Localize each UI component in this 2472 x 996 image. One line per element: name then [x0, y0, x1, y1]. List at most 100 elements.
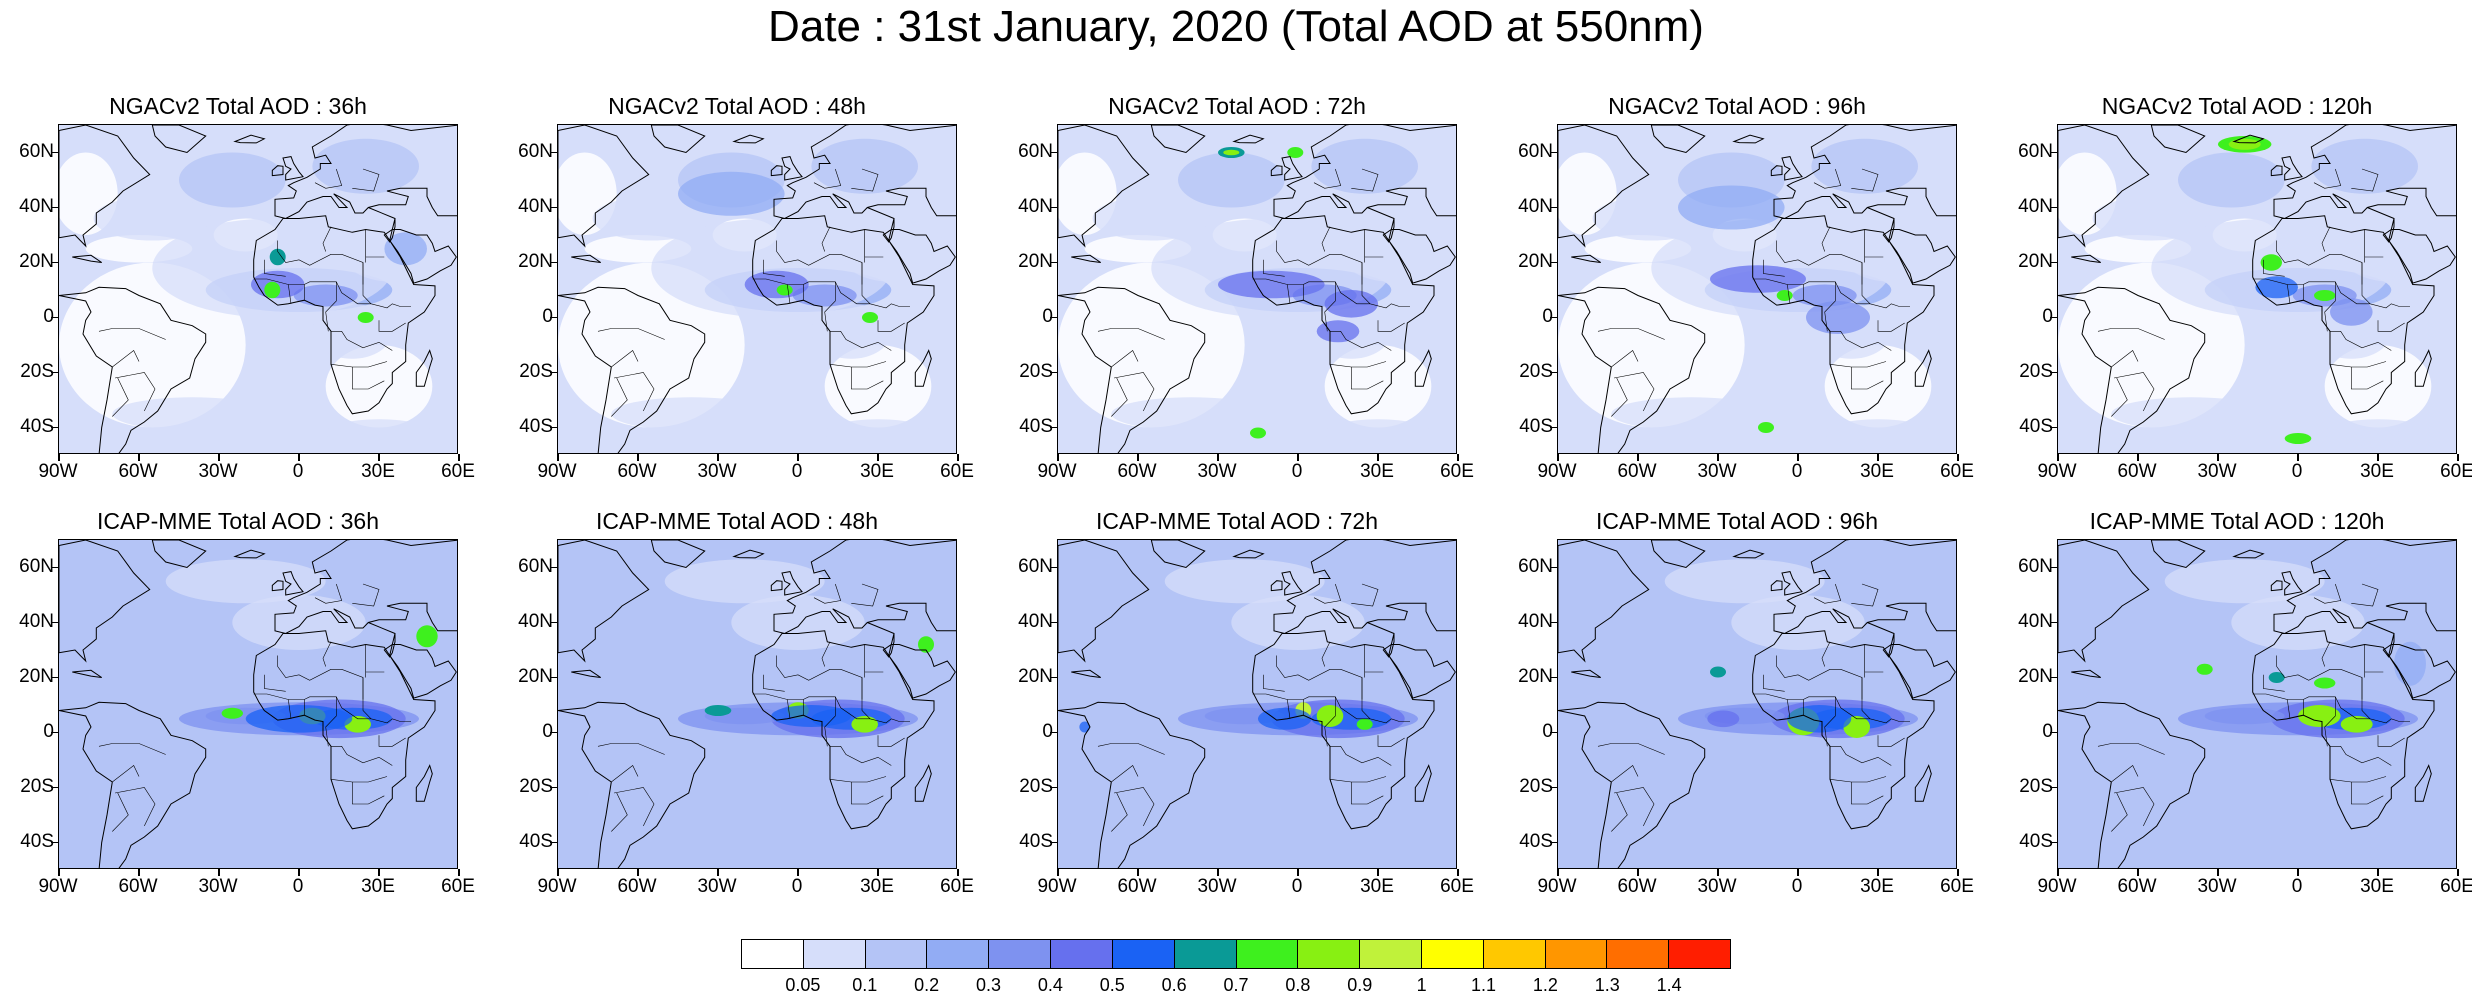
country-border	[331, 331, 393, 351]
longitude-tick	[877, 454, 879, 461]
aod-plume	[2255, 276, 2298, 299]
longitude-tick	[1377, 869, 1379, 876]
aod-plume	[851, 716, 878, 733]
clean-air-region	[824, 345, 932, 428]
latitude-tick	[1550, 731, 1557, 733]
panel-title: ICAP-MME Total AOD : 48h	[595, 508, 879, 534]
longitude-tick	[797, 869, 799, 876]
latitude-label: 20S	[2019, 775, 2053, 797]
longitude-tick	[298, 869, 300, 876]
longitude-label: 30E	[860, 876, 894, 897]
coastline	[59, 125, 151, 248]
aod-plume	[325, 419, 433, 447]
country-border	[861, 677, 871, 720]
map-svg	[1058, 125, 1456, 453]
aod-map	[1557, 539, 1957, 869]
longitude-tick	[138, 454, 140, 461]
country-border	[2351, 583, 2379, 607]
latitude-tick	[2050, 206, 2057, 208]
country-border	[112, 350, 140, 368]
aod-plume	[1806, 301, 1870, 334]
latitude-label: 40S	[519, 830, 553, 852]
longitude-label: 30W	[1197, 461, 1237, 482]
country-border	[752, 278, 910, 309]
coastline	[2058, 701, 2206, 868]
coastline	[1414, 349, 1432, 387]
map-panel: NGACv2 Total AOD : 120h 60N 40N 20N 0 20S 40S 9…	[2017, 92, 2472, 492]
country-border	[877, 320, 905, 332]
coastline	[2150, 540, 2206, 569]
longitude-label: 60E	[1440, 876, 1474, 897]
longitude-label: 30E	[1860, 876, 1894, 897]
country-border	[277, 655, 364, 700]
latitude-label: 40S	[20, 830, 54, 852]
aod-plume	[2340, 716, 2373, 733]
coastline	[1781, 571, 1803, 596]
latitude-tick	[1550, 621, 1557, 623]
latitude-label: 60N	[1018, 555, 1053, 577]
coastline	[2071, 254, 2101, 263]
longitude-label: 30W	[697, 876, 737, 897]
longitude-label: 30W	[1197, 876, 1237, 897]
aod-map	[58, 124, 458, 454]
country-border	[2113, 372, 2155, 412]
coastline	[415, 764, 433, 802]
latitude-label: 0	[43, 305, 54, 327]
country-border	[1287, 284, 1291, 304]
longitude-label: 60E	[2440, 461, 2472, 482]
country-border	[1364, 256, 1384, 263]
panel-title: NGACv2 Total AOD : 96h	[1608, 93, 1866, 119]
latitude-label: 0	[2042, 720, 2053, 742]
aod-plume	[1731, 595, 1865, 650]
latitude-label: 0	[43, 720, 54, 742]
country-border	[2321, 226, 2331, 252]
colorbar-swatch	[865, 940, 928, 968]
longitude-label: 30E	[361, 461, 395, 482]
coastline	[1571, 669, 1601, 678]
colorbar-swatch	[1051, 940, 1113, 968]
latitude-tick	[51, 841, 58, 843]
country-border	[2364, 256, 2384, 263]
country-border	[1351, 168, 1379, 192]
latitude-tick	[1550, 206, 1557, 208]
latitude-label: 0	[1042, 720, 1053, 742]
longitude-label: 30W	[2197, 876, 2237, 897]
country-border	[2329, 361, 2387, 368]
longitude-label: 60W	[617, 876, 657, 897]
longitude-tick	[378, 869, 380, 876]
latitude-label: 20S	[1019, 775, 1053, 797]
coastline	[558, 286, 706, 453]
longitude-label: 30W	[1697, 461, 1737, 482]
longitude-tick	[1137, 454, 1139, 461]
panel-title: NGACv2 Total AOD : 120h	[2101, 93, 2373, 119]
map-svg	[1558, 125, 1956, 453]
colorbar-label: 1.1	[1470, 975, 1497, 995]
country-border	[851, 168, 879, 192]
country-border	[112, 792, 129, 832]
coastline	[1388, 644, 1456, 699]
country-border	[1364, 671, 1384, 678]
country-border	[288, 284, 292, 304]
country-border	[112, 765, 140, 783]
coastline	[1867, 207, 1895, 243]
longitude-label: 30E	[2360, 876, 2394, 897]
country-border	[1877, 320, 1905, 332]
aod-plume	[2311, 138, 2418, 194]
country-border	[314, 168, 343, 189]
colorbar-swatch	[1483, 940, 1546, 968]
latitude-label: 0	[1042, 305, 1053, 327]
aod-plume	[1792, 284, 1857, 307]
map-panel: NGACv2 Total AOD : 96h 60N 40N 20N 0 20S 40S 90…	[1517, 92, 1974, 492]
coastline	[59, 540, 151, 663]
longitude-label: 30E	[1360, 461, 1394, 482]
longitude-tick	[1297, 869, 1299, 876]
latitude-label: 40S	[20, 415, 54, 437]
country-border	[1851, 782, 1884, 805]
longitude-tick	[557, 869, 559, 876]
aod-plume	[731, 595, 865, 650]
country-border	[821, 641, 831, 667]
latitude-tick	[2050, 731, 2057, 733]
coastline	[1781, 156, 1803, 181]
clean-air-region	[1324, 345, 1432, 428]
coastline	[1388, 229, 1456, 284]
